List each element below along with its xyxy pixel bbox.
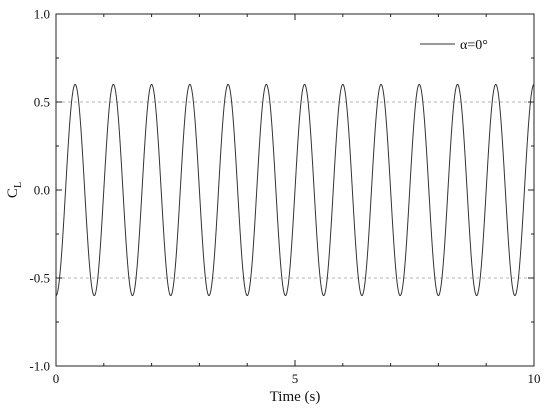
y-axis-title: CL	[5, 182, 24, 198]
y-tick-label: 0.5	[34, 95, 50, 110]
plot-frame	[55, 13, 535, 367]
y-axis-title-main: C	[5, 188, 21, 198]
y-tick-labels: -1.0 -0.5 0.0 0.5 1.0	[29, 7, 50, 374]
series-line-alpha-0	[55, 83, 535, 297]
legend-label-alpha-0: α=0°	[460, 38, 488, 53]
x-tick-labels: 0 5 10	[53, 371, 541, 386]
y-tick-label: -0.5	[29, 271, 50, 286]
y-tick-label: 0.0	[34, 183, 50, 198]
x-tick-label: 5	[292, 371, 299, 386]
y-axis-title-subscript: L	[13, 182, 24, 188]
y-tick-label: -1.0	[29, 359, 50, 374]
x-tick-label: 10	[528, 371, 541, 386]
x-axis-title: Time (s)	[270, 389, 321, 405]
y-tick-label: 1.0	[34, 7, 50, 22]
legend: α=0°	[420, 38, 488, 53]
x-tick-label: 0	[53, 371, 60, 386]
